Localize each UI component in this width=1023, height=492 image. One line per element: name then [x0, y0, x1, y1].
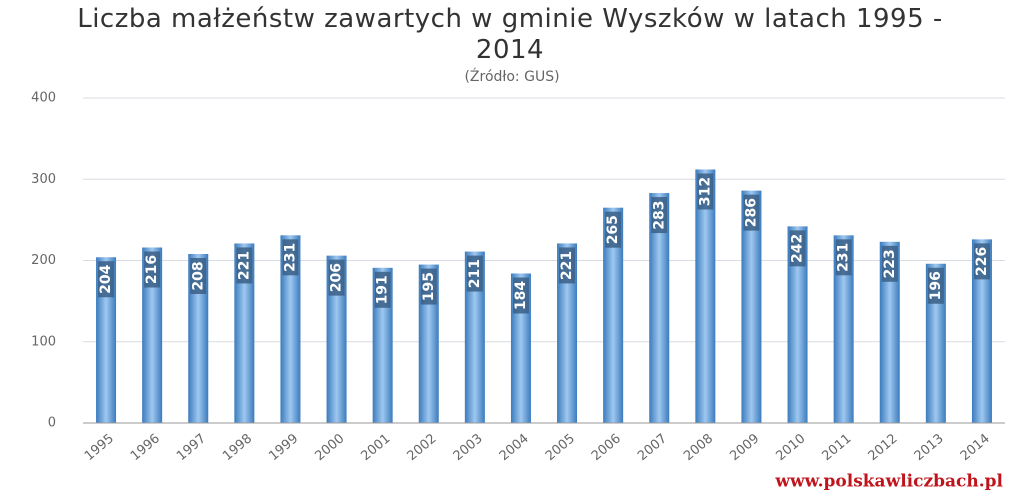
- x-tick-label: 2012: [866, 431, 901, 464]
- x-tick-label: 2003: [451, 431, 486, 464]
- x-tick-label: 1999: [266, 431, 301, 464]
- x-tick-label: 2011: [819, 431, 854, 464]
- value-label: 312: [697, 177, 713, 206]
- value-label-bg: [789, 230, 806, 267]
- x-tick-label: 1996: [128, 431, 163, 464]
- chart-title: Liczba małżeństw zawartych w gminie Wysz…: [77, 4, 943, 65]
- value-label-bg: [697, 173, 714, 210]
- x-tick-label: 2001: [358, 431, 393, 464]
- value-label-bg: [190, 258, 207, 294]
- value-label-bg: [651, 197, 668, 234]
- value-label: 231: [282, 243, 298, 272]
- bar: [603, 207, 624, 423]
- value-label-bg: [927, 267, 944, 304]
- x-tick-label: 2006: [589, 431, 624, 464]
- bar: [96, 257, 117, 423]
- value-label-bg: [835, 239, 852, 276]
- value-label-bg: [743, 194, 760, 231]
- x-tick-label: 2002: [405, 431, 440, 464]
- x-tick-label: 2004: [497, 431, 532, 464]
- value-label-bg: [881, 245, 898, 282]
- value-label-bg: [559, 247, 576, 284]
- x-tick-label: 1997: [174, 431, 209, 464]
- bar: [833, 235, 854, 423]
- value-label-bg: [144, 251, 161, 288]
- x-tick-label: 2013: [912, 431, 947, 464]
- x-tick-label: 2008: [681, 431, 716, 464]
- y-tick-label: 300: [31, 172, 56, 187]
- value-label: 208: [190, 261, 206, 290]
- value-label-bg: [973, 243, 990, 280]
- y-tick-label: 100: [31, 334, 56, 349]
- bar: [557, 243, 578, 423]
- value-label-bg: [420, 268, 437, 305]
- y-tick-label: 200: [31, 253, 56, 268]
- x-tick-label: 2005: [543, 431, 578, 464]
- bar: [649, 193, 670, 423]
- value-label: 191: [375, 275, 391, 304]
- watermark: www.polskawliczbach.pl: [774, 472, 1003, 492]
- value-label: 204: [98, 264, 114, 293]
- chart-subtitle: (Źródło: GUS): [464, 67, 559, 85]
- value-label-bg: [512, 277, 529, 314]
- value-label: 221: [559, 251, 575, 280]
- value-label: 265: [605, 215, 621, 244]
- value-label: 216: [144, 255, 160, 284]
- value-label: 196: [928, 271, 944, 300]
- bar: [234, 243, 255, 423]
- value-label: 195: [421, 272, 437, 301]
- x-tick-label: 2009: [727, 431, 762, 464]
- bar: [879, 241, 900, 423]
- bar: [464, 251, 485, 423]
- bar: [326, 255, 347, 423]
- value-label: 206: [329, 263, 345, 292]
- value-label-bg: [605, 211, 622, 248]
- value-label-bg: [282, 239, 299, 276]
- x-tick-label: 2014: [958, 431, 993, 464]
- value-label: 184: [513, 281, 529, 310]
- value-label: 221: [236, 251, 252, 280]
- value-label: 211: [467, 259, 483, 288]
- bar: [695, 169, 716, 423]
- value-label-bg: [328, 259, 345, 296]
- bar: [741, 190, 762, 423]
- x-tick-label: 1998: [220, 431, 255, 464]
- value-label: 283: [651, 200, 667, 229]
- x-tick-label: 2010: [773, 431, 808, 464]
- value-label: 286: [743, 198, 759, 227]
- bar: [280, 235, 301, 423]
- x-tick-label: 2007: [635, 431, 670, 464]
- bar: [142, 247, 163, 423]
- value-label: 231: [836, 243, 852, 272]
- bar: [971, 239, 992, 423]
- y-tick-label: 0: [48, 416, 56, 431]
- value-label-bg: [98, 261, 115, 298]
- y-tick-label: 400: [31, 91, 56, 106]
- value-label-bg: [236, 247, 253, 284]
- bar: [188, 254, 209, 423]
- value-label: 242: [790, 234, 806, 263]
- x-tick-label: 2000: [312, 431, 347, 464]
- value-label: 223: [882, 249, 898, 278]
- value-label-bg: [374, 271, 391, 308]
- bar: [787, 226, 808, 423]
- x-tick-label: 1995: [82, 431, 117, 464]
- value-label-bg: [466, 255, 483, 292]
- value-label: 226: [974, 247, 990, 276]
